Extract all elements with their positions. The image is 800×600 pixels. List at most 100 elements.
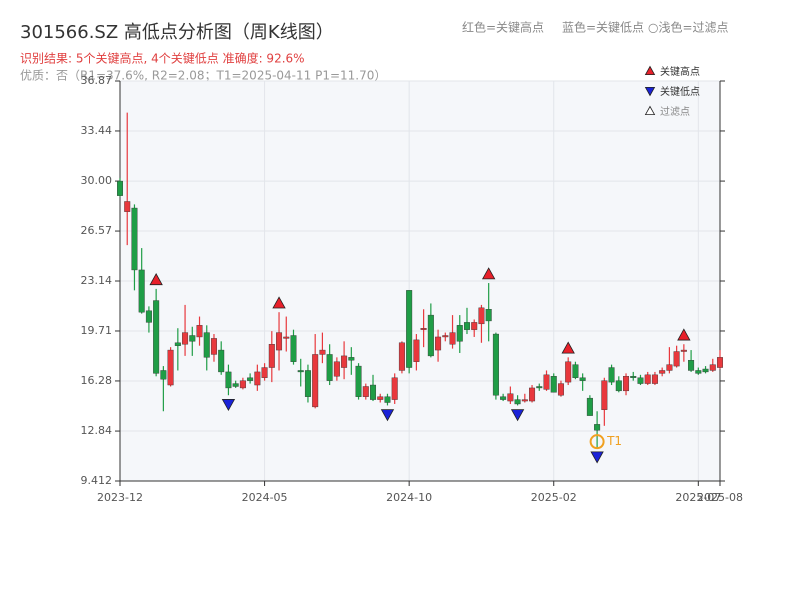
candle-body (594, 424, 601, 431)
key-point (272, 296, 286, 309)
candle-body (521, 399, 528, 402)
candle-body (644, 374, 651, 384)
candle-body (276, 332, 283, 351)
candle-body (391, 377, 398, 400)
candle-body (478, 307, 485, 325)
key-point (510, 409, 525, 422)
candle-body (695, 370, 702, 374)
candle-body (153, 300, 160, 374)
candle-body (435, 336, 442, 351)
y-tick-label: 12.84 (81, 424, 113, 437)
legend-marker (644, 105, 656, 115)
candle-body (471, 322, 478, 330)
candle-body (702, 368, 709, 373)
candle-body (615, 380, 622, 392)
candle-body (680, 349, 687, 352)
candle-body (500, 396, 507, 400)
x-tick-label: 2025-08 (697, 491, 743, 504)
candle-body (651, 374, 658, 384)
candle-body (630, 376, 637, 378)
candle-body (377, 396, 384, 400)
y-tick-label: 26.57 (81, 224, 113, 237)
candle-body (420, 328, 427, 330)
candle-body (673, 351, 680, 367)
note: 优质：否（R1=37.6%, R2=2.08；T1=2025-04-11 P1=… (20, 69, 386, 83)
x-tick-label: 2024-10 (386, 491, 432, 504)
legend-label: 关键低点 (660, 85, 700, 98)
candle-body (218, 349, 225, 373)
header-legend: 蓝色=关键低点 (562, 21, 644, 35)
legend-marker (644, 65, 656, 75)
candle-body (717, 357, 724, 368)
legend-marker (644, 87, 656, 97)
header-legend: ○浅色=过滤点 (648, 21, 729, 35)
legend-label: 过滤点 (660, 105, 690, 118)
candle-body (384, 396, 391, 403)
candle-body (203, 332, 210, 358)
candle-body (427, 314, 434, 357)
candle-body (174, 342, 181, 346)
candle-body (601, 380, 608, 410)
candle-body (659, 370, 666, 374)
y-tick-label: 23.14 (81, 274, 113, 287)
y-tick-label: 36.87 (81, 74, 113, 87)
candle-body (304, 370, 311, 397)
candle-body (529, 387, 536, 402)
candle-body (232, 383, 239, 387)
x-tick-label: 2024-05 (242, 491, 288, 504)
candle-body (268, 344, 275, 368)
candle-body (413, 339, 420, 362)
candle-body (145, 310, 152, 323)
candle-body (623, 376, 630, 392)
candle-body (666, 364, 673, 371)
candle-body (565, 361, 572, 383)
candle-body (442, 335, 449, 338)
candle-body (196, 325, 203, 338)
x-tick-label: 2025-02 (531, 491, 577, 504)
candle-body (297, 370, 304, 373)
candle-body (167, 349, 174, 386)
candle-body (449, 332, 456, 345)
candle-body (182, 332, 189, 345)
subtitle: 识别结果: 5个关键高点, 4个关键低点 准确度: 92.6% (20, 51, 305, 66)
candle-body (688, 360, 695, 371)
candle-body (550, 376, 557, 393)
candle-body (124, 201, 131, 212)
candle-body (485, 309, 492, 322)
candle-body (507, 393, 514, 402)
candle-body (283, 336, 290, 339)
candle-body (370, 384, 377, 400)
candle-body (254, 371, 261, 386)
candle-body (586, 397, 593, 416)
candle-body (160, 370, 167, 380)
key-point (149, 273, 163, 286)
candle-body (406, 290, 413, 368)
candle-body (514, 399, 521, 405)
candle-body (261, 367, 268, 378)
candle-body (456, 325, 463, 342)
x-tick-label: 2023-12 (97, 491, 143, 504)
candle-body (557, 383, 564, 396)
chart-title: 301566.SZ 高低点分析图（周K线图） (20, 22, 334, 43)
candle-body (341, 355, 348, 368)
candle-body (290, 335, 297, 362)
candle-body (398, 342, 405, 371)
candle-body (355, 365, 362, 397)
candle-body (362, 386, 369, 397)
candle-body (138, 269, 145, 313)
candle-body (116, 180, 123, 196)
candle-body (492, 333, 499, 396)
candle-body (239, 380, 246, 389)
candle-body (131, 207, 138, 271)
candle-body (319, 349, 326, 355)
annotation-label: T1 (606, 434, 622, 448)
candle-body (709, 364, 716, 371)
candle-body (579, 377, 586, 381)
y-tick-label: 30.00 (81, 174, 113, 187)
x-tick-label: 2025-07 (675, 491, 721, 504)
candle-body (247, 377, 254, 381)
key-point (380, 409, 395, 422)
candle-body (189, 335, 196, 342)
candle-body (637, 377, 644, 384)
key-point (481, 267, 496, 280)
